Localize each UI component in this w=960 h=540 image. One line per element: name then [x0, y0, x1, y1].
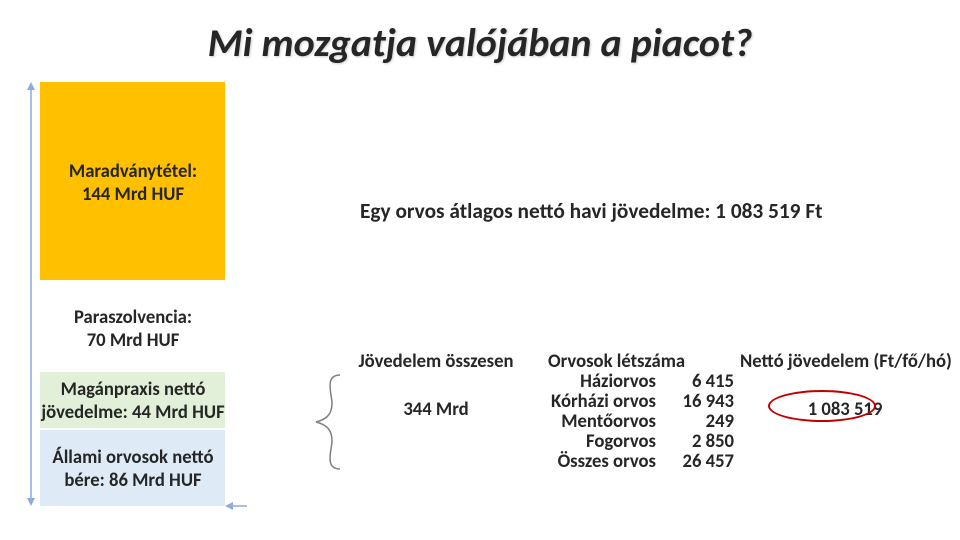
avg-income-text: Egy orvos átlagos nettó havi jövedelme: … [360, 198, 823, 224]
label-magan-l1: Magánpraxis nettó [61, 378, 206, 401]
highlight-oval [768, 390, 876, 422]
bottom-connector-arrow [225, 500, 249, 512]
label-maradvany-l2: 144 Mrd HUF [82, 183, 184, 206]
total-income-value: 344 Mrd [336, 398, 536, 421]
label-allami-l2: bére: 86 Mrd HUF [64, 469, 201, 492]
label-paraszolv-l2: 70 Mrd HUF [87, 329, 180, 352]
label-magan-l2: jövedelme: 44 Mrd HUF [41, 401, 224, 424]
row-name-4: Összes orvos [506, 450, 656, 473]
label-paraszolv-l1: Paraszolvencia: [74, 306, 192, 329]
label-allami: Állami orvosok nettó bére: 86 Mrd HUF [38, 446, 228, 493]
label-allami-l1: Állami orvosok nettó [52, 446, 213, 469]
label-magan: Magánpraxis nettó jövedelme: 44 Mrd HUF [38, 378, 228, 425]
label-paraszolv: Paraszolvencia: 70 Mrd HUF [38, 306, 228, 353]
label-maradvany: Maradványtétel: 144 Mrd HUF [38, 160, 228, 207]
label-maradvany-l1: Maradványtétel: [69, 160, 197, 183]
row-count-4: 26 457 [664, 450, 734, 473]
curly-bracket [300, 375, 350, 469]
left-double-arrow [24, 82, 38, 506]
stacked-bar-chart [40, 82, 225, 506]
slide-title: Mi mozgatja valójában a piacot? [0, 18, 960, 67]
table-hdr-col3: Nettó jövedelem (Ft/fő/hó) [740, 350, 950, 373]
